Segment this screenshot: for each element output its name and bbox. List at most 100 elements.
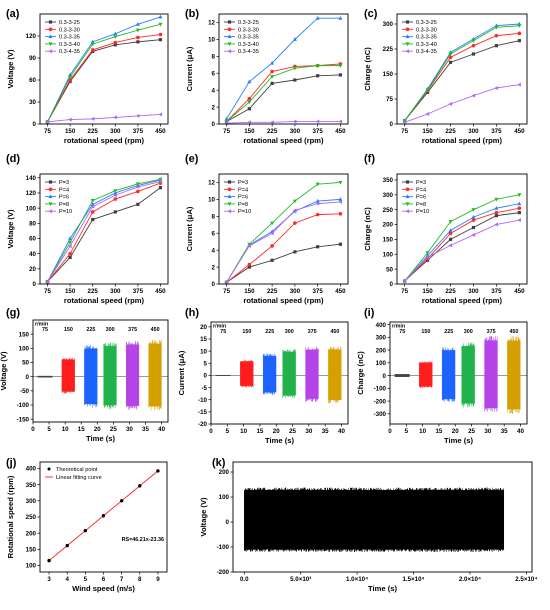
x-tick-label: 15	[256, 428, 263, 435]
x-tick-label: 375	[133, 128, 144, 135]
legend-entry: 0.3-4-35	[59, 49, 80, 55]
x-tick-label: 150	[244, 288, 255, 295]
speed-unit-note: r/min	[392, 324, 405, 330]
x-tick-label: 150	[244, 128, 255, 135]
y-tick-label: 100	[376, 360, 387, 367]
series-line	[47, 182, 161, 283]
y-tick-label: -150	[17, 416, 30, 423]
y-tick-label: 75	[386, 96, 393, 103]
legend-entry: 0.3-3-30	[416, 27, 437, 33]
y-tick-label: 12	[208, 180, 215, 187]
legend-marker	[405, 194, 410, 199]
series-p-8	[402, 193, 522, 284]
x-tick-label: 450	[155, 288, 166, 295]
series-line	[404, 40, 520, 121]
data-point	[270, 60, 275, 65]
signal-waveform	[441, 347, 456, 403]
x-tick-label: 10	[240, 428, 247, 435]
y-tick-label: 100	[26, 563, 37, 570]
data-point	[270, 244, 274, 248]
series-line	[47, 34, 161, 123]
x-tick-label: 225	[445, 288, 456, 295]
speed-unit-note: r/min	[35, 322, 48, 328]
data-point	[316, 74, 320, 78]
x-tick-label: 225	[267, 288, 278, 295]
data-point	[247, 243, 251, 248]
x-tick-label: 375	[312, 288, 323, 295]
data-point	[517, 39, 521, 43]
x-tick-label: 0	[209, 428, 213, 435]
data-point	[471, 232, 476, 237]
panel-label: (f)	[364, 153, 375, 165]
series-p-3	[403, 211, 521, 283]
series-0-3-3-35	[224, 16, 343, 121]
x-tick-label: 2.5×10⁴	[515, 576, 537, 583]
series-line	[47, 16, 161, 122]
x-tick-label: 8	[138, 576, 142, 583]
data-point	[135, 28, 140, 33]
y-tick-label: -300	[374, 411, 387, 418]
signal-segment-300-rpm: 300	[282, 329, 296, 399]
x-tick-label: 6	[102, 576, 106, 583]
data-point	[517, 82, 521, 87]
x-tick-label: 40	[158, 426, 165, 433]
legend-entry: 0.3-4-35	[416, 49, 437, 55]
x-tick-label: 75	[223, 288, 230, 295]
series-0-3-3-40	[402, 24, 522, 123]
data-point	[425, 112, 430, 116]
legend-marker	[405, 202, 410, 207]
signal-segment-450-rpm: 450	[148, 327, 162, 411]
legend-entry: 0.3-3-30	[59, 27, 80, 33]
panel-label: (b)	[185, 8, 199, 20]
signal-waveform	[305, 346, 319, 403]
x-tick-label: 35	[322, 428, 329, 435]
y-axis-label: Current (μA)	[185, 46, 194, 91]
series-line	[47, 181, 161, 282]
signal-segment-150-rpm: 150	[419, 329, 433, 389]
theoretical-points	[47, 469, 160, 563]
data-point	[136, 40, 140, 44]
y-tick-label: 140	[26, 175, 37, 182]
series-line	[226, 65, 341, 122]
y-tick-label: 60	[29, 236, 36, 243]
data-point	[448, 55, 453, 60]
x-tick-label: 30	[126, 426, 133, 433]
y-tick-label: 0	[33, 121, 37, 128]
data-point	[315, 201, 320, 206]
legend-marker	[48, 180, 53, 184]
data-point	[68, 255, 72, 260]
x-tick-label: 225	[445, 128, 456, 135]
x-tick-label: 375	[491, 288, 502, 295]
legend-marker	[405, 42, 410, 47]
y-tick-label: 12	[208, 20, 215, 27]
legend-marker	[47, 467, 51, 471]
data-point	[270, 258, 274, 262]
series-line	[226, 17, 341, 120]
chart-panel-d: P=3P=4 P=6P=8P=10 75 150 225 300 375 450 0 20 40 60…	[6, 153, 169, 305]
x-tick-label: 5	[405, 428, 409, 435]
segment-speed-label: 150	[242, 329, 251, 335]
y-tick-label: 20	[29, 266, 36, 273]
x-tick-label: 20	[94, 426, 101, 433]
legend-marker	[405, 49, 410, 54]
data-point	[293, 78, 297, 82]
signal-waveform	[240, 359, 254, 388]
data-point	[90, 39, 95, 44]
x-axis-label: Time (s)	[86, 434, 115, 443]
y-tick-label: 80	[29, 221, 36, 228]
data-point	[158, 14, 163, 19]
data-point	[448, 237, 453, 242]
signal-waveform	[507, 336, 521, 414]
y-axis-label: Charge (nC)	[363, 207, 372, 251]
y-tick-label: 10	[200, 348, 207, 355]
legend-marker	[227, 49, 232, 54]
x-axis-label: Time (s)	[368, 584, 397, 593]
legend-entry: P=4	[238, 187, 248, 193]
y-tick-label: 150	[383, 237, 394, 244]
y-tick-label: 300	[383, 192, 394, 199]
x-tick-label: 15	[435, 428, 442, 435]
data-point	[113, 31, 118, 36]
signal-segment-375-rpm: 375	[125, 327, 140, 410]
segment-speed-label: 450	[151, 327, 160, 333]
x-tick-label: 450	[514, 128, 525, 135]
